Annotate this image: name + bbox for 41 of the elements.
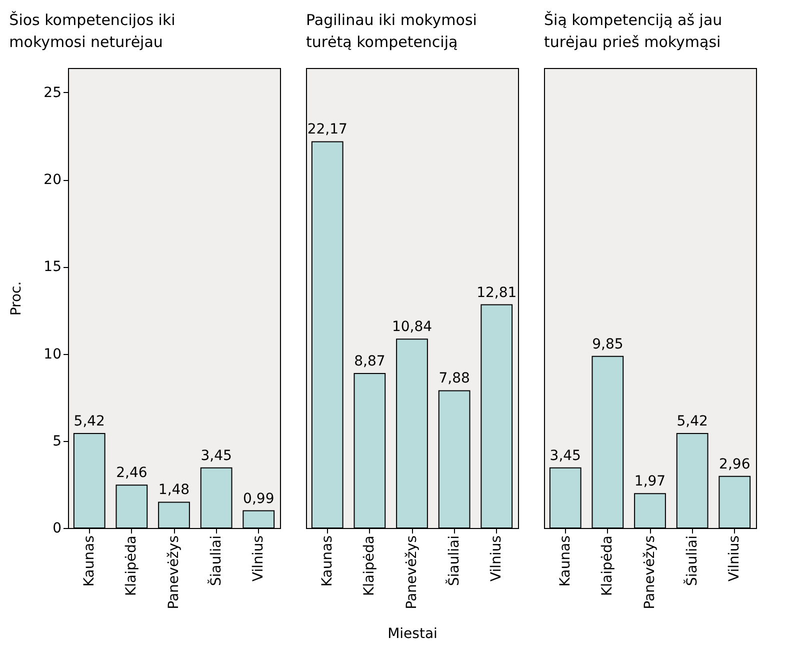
y-tick-label: 15 bbox=[44, 259, 62, 276]
data-label: 0,99 bbox=[243, 490, 274, 507]
data-label: 3,45 bbox=[200, 448, 232, 464]
data-label: 3,45 bbox=[550, 448, 581, 464]
y-tick-label: 20 bbox=[44, 172, 62, 188]
x-tick-label: Šiauliai bbox=[207, 536, 224, 586]
chart-title: Pagilinau iki mokymosi turėtą kompetenciją bbox=[306, 11, 477, 51]
data-label: 9,85 bbox=[592, 336, 624, 352]
x-tick-label: Klaipėda bbox=[124, 536, 140, 596]
data-label: 2,96 bbox=[719, 456, 750, 472]
chart-title: Šios kompetencijos iki mokymosi neturėjau bbox=[9, 11, 176, 51]
x-tick-label: Panevėžys bbox=[166, 536, 182, 610]
data-label: 1,48 bbox=[158, 482, 190, 498]
data-label: 8,87 bbox=[354, 353, 386, 370]
y-tick-label: 10 bbox=[44, 346, 62, 362]
y-tick-label: 5 bbox=[52, 433, 62, 450]
x-tick-label: Panevėžys bbox=[642, 536, 658, 610]
x-tick-label: Vilnius bbox=[726, 536, 743, 582]
x-tick-label: Vilnius bbox=[488, 536, 505, 582]
y-axis-title: Proc. bbox=[8, 281, 25, 316]
data-label: 5,42 bbox=[74, 414, 105, 430]
x-tick-label: Kaunas bbox=[319, 536, 336, 587]
data-label: 1,97 bbox=[634, 474, 666, 490]
data-label: 5,42 bbox=[676, 414, 708, 430]
x-tick-label: Vilnius bbox=[250, 536, 267, 582]
x-tick-label: Klaipėda bbox=[600, 536, 616, 596]
data-label: 10,84 bbox=[392, 319, 432, 336]
x-tick-label: Kaunas bbox=[557, 536, 574, 587]
x-tick-label: Šiauliai bbox=[445, 536, 462, 586]
x-tick-label: Šiauliai bbox=[683, 536, 700, 586]
data-label: 2,46 bbox=[116, 465, 148, 482]
x-tick-label: Kaunas bbox=[81, 536, 98, 587]
x-axis-title: Miestai bbox=[388, 626, 438, 642]
data-label: 7,88 bbox=[438, 370, 470, 387]
data-label: 12,81 bbox=[476, 284, 517, 301]
x-tick-label: Panevėžys bbox=[404, 536, 420, 610]
y-tick-label: 0 bbox=[52, 520, 62, 536]
chart-title: Šią kompetenciją aš jau turėjau prieš mokymąsi bbox=[544, 11, 722, 51]
x-tick-label: Klaipėda bbox=[362, 536, 378, 596]
y-tick-label: 25 bbox=[44, 84, 62, 101]
data-label: 22,17 bbox=[307, 122, 348, 138]
